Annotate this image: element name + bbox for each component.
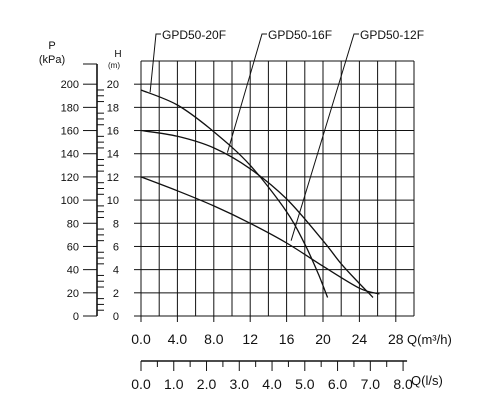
h-tick-label: 0: [113, 311, 119, 323]
axes: [83, 63, 408, 371]
p-tick-label: 180: [61, 102, 79, 114]
h-axis-unit: (m): [108, 61, 120, 70]
q-ls-tick-label: 3.0: [230, 376, 250, 392]
h-tick-label: 12: [107, 172, 119, 184]
h-tick-label: 6: [113, 241, 119, 253]
h-axis-title: H: [114, 49, 121, 60]
p-tick-label: 120: [61, 172, 79, 184]
labels: 02468101214161820H(m)0204060801001201401…: [39, 28, 452, 392]
h-tick-label: 10: [107, 195, 119, 207]
p-tick-label: 160: [61, 126, 79, 138]
legend-leader-line: [149, 33, 161, 93]
p-tick-label: 20: [67, 288, 79, 300]
q-ls-tick-label: 4.0: [262, 376, 282, 392]
q-ls-tick-label: 6.0: [328, 376, 348, 392]
curves: [140, 33, 380, 298]
p-tick-label: 80: [67, 218, 79, 230]
curve-gpd50-16f: [140, 129, 374, 298]
p-tick-label: 60: [67, 241, 79, 253]
curve-gpd50-12f: [140, 176, 380, 295]
h-tick-label: 8: [113, 218, 119, 230]
q-ls-tick-label: 2.0: [197, 376, 217, 392]
p-axis-title: P: [48, 40, 55, 52]
legend-leader-line: [226, 33, 267, 153]
q-m3h-tick-label: 0.0: [131, 331, 151, 347]
q-m3h-axis-title: Q(m³/h): [407, 332, 452, 347]
q-m3h-tick-label: 20: [315, 331, 331, 347]
legend-label: GPD50-20F: [162, 28, 226, 42]
q-m3h-tick-label: 28: [388, 331, 404, 347]
legend-label: GPD50-16F: [268, 28, 332, 42]
q-m3h-tick-label: 4.0: [168, 331, 188, 347]
p-tick-label: 0: [73, 311, 79, 323]
q-m3h-tick-label: 8.0: [204, 331, 224, 347]
p-tick-label: 100: [61, 195, 79, 207]
q-m3h-tick-label: 16: [279, 331, 295, 347]
q-ls-tick-label: 1.0: [164, 376, 184, 392]
legend-label: GPD50-12F: [360, 28, 424, 42]
h-tick-label: 14: [107, 149, 119, 161]
q-ls-tick-label: 8.0: [393, 376, 413, 392]
grid: [140, 60, 415, 317]
q-m3h-tick-label: 12: [242, 331, 258, 347]
p-tick-label: 140: [61, 149, 79, 161]
p-tick-label: 40: [67, 265, 79, 277]
h-tick-label: 18: [107, 102, 119, 114]
q-ls-tick-label: 5.0: [295, 376, 315, 392]
h-tick-label: 20: [107, 79, 119, 91]
q-ls-tick-label: 7.0: [361, 376, 381, 392]
p-axis-unit: (kPa): [39, 54, 65, 66]
legend-leader-line: [290, 33, 359, 241]
q-ls-axis-title: Q(l/s): [411, 373, 443, 388]
p-tick-label: 200: [61, 79, 79, 91]
curve-gpd50-20f: [140, 89, 329, 298]
h-tick-label: 4: [113, 265, 119, 277]
q-ls-tick-label: 0.0: [131, 376, 151, 392]
h-tick-label: 2: [113, 288, 119, 300]
h-tick-label: 16: [107, 126, 119, 138]
q-m3h-tick-label: 24: [352, 331, 368, 347]
